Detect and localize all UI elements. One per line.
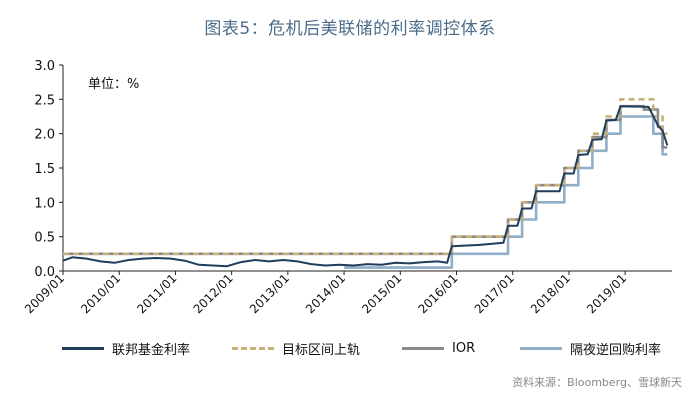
x-tick-label: 2015/01 — [359, 271, 404, 316]
source-note: 资料来源：Bloomberg、雪球新天 — [512, 376, 682, 389]
legend-swatch — [520, 346, 562, 350]
series-line-2 — [63, 98, 668, 256]
series-line-3 — [63, 104, 668, 256]
x-tick-label: 2013/01 — [247, 271, 292, 316]
y-tick-label: 1.5 — [34, 162, 55, 177]
series-line-4 — [344, 115, 668, 269]
legend-label: 隔夜逆回购利率 — [570, 342, 662, 358]
legend-swatch — [402, 346, 444, 350]
x-tick-label: 2016/01 — [415, 271, 460, 316]
y-tick-label: 0.0 — [34, 265, 55, 280]
legend-label: IOR — [452, 340, 476, 356]
y-tick-label: 1.0 — [34, 196, 55, 211]
y-tick-label: 2.5 — [34, 93, 55, 108]
x-tick-label: 2019/01 — [584, 271, 629, 316]
legend-item: 目标区间上轨 — [232, 338, 360, 358]
legend-item: 隔夜逆回购利率 — [520, 338, 661, 358]
legend-swatch — [62, 346, 104, 350]
x-tick-label: 2018/01 — [528, 271, 573, 316]
legend-swatch — [232, 346, 274, 350]
x-tick-label: 2017/01 — [472, 271, 517, 316]
y-tick-label: 3.0 — [34, 59, 55, 74]
y-tick-label: 2.0 — [34, 128, 55, 143]
legend-label: 联邦基金利率 — [112, 342, 191, 358]
legend-item: IOR — [402, 338, 475, 358]
legend-item: 联邦基金利率 — [62, 338, 190, 358]
y-tick-label: 0.5 — [34, 231, 55, 246]
x-tick-label: 2012/01 — [191, 271, 236, 316]
legend-label: 目标区间上轨 — [282, 342, 361, 358]
legend: 联邦基金利率 目标区间上轨 IOR 隔夜逆回购利率 — [0, 338, 700, 360]
x-tick-label: 2011/01 — [134, 271, 179, 316]
x-tick-label: 2014/01 — [303, 271, 348, 316]
chart-title: 图表5：危机后美联储的利率调控体系 — [204, 19, 496, 39]
x-tick-label: 2010/01 — [78, 271, 123, 316]
series-line-1 — [62, 105, 669, 268]
unit-label: 单位：% — [88, 77, 140, 92]
series-layer — [62, 98, 669, 269]
